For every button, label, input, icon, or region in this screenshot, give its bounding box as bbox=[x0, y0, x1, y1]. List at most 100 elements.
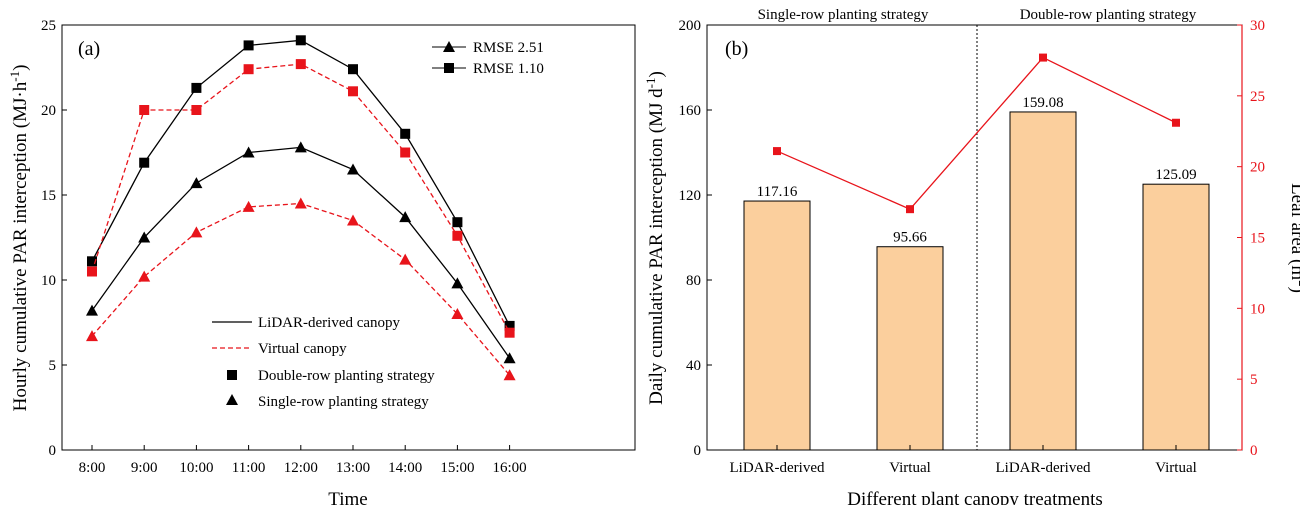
y-tick-label: 0 bbox=[49, 443, 57, 459]
group-label-double: Double-row planting strategy bbox=[1020, 7, 1197, 23]
chart-b: (b) Single-row planting strategy Double-… bbox=[643, 7, 1300, 505]
x-tick-label: Virtual bbox=[889, 460, 931, 476]
data-point-triangle bbox=[399, 211, 412, 223]
leaf-area-line bbox=[776, 56, 1177, 210]
data-point-square bbox=[191, 105, 202, 115]
y-tick-label: 120 bbox=[679, 188, 702, 204]
square-marker-icon bbox=[444, 63, 454, 73]
rmse-label-square: RMSE 1.10 bbox=[473, 61, 544, 77]
bar bbox=[1009, 111, 1077, 451]
y2-tick-label: 20 bbox=[1250, 160, 1265, 176]
data-point-square bbox=[400, 128, 411, 139]
data-point-square bbox=[87, 266, 97, 277]
data-point-triangle bbox=[190, 226, 203, 238]
x-tick-label: 10:00 bbox=[179, 460, 213, 476]
bar-value-label: 159.08 bbox=[1022, 95, 1063, 111]
data-point-triangle bbox=[503, 369, 516, 381]
data-point-square bbox=[295, 35, 306, 46]
legend-a: LiDAR-derived canopy Virtual canopy Doub… bbox=[212, 315, 435, 410]
leaf-area-point bbox=[906, 205, 914, 214]
panel-label-a: (a) bbox=[78, 38, 100, 60]
y-tick-label: 20 bbox=[41, 103, 56, 119]
data-point-square bbox=[243, 64, 254, 75]
x-axis-label-b: Different plant canopy treatments bbox=[847, 489, 1103, 505]
legend-item: LiDAR-derived canopy bbox=[258, 315, 401, 331]
group-label-single: Single-row planting strategy bbox=[758, 7, 929, 23]
bar bbox=[743, 200, 811, 451]
data-point-triangle bbox=[138, 270, 151, 282]
panel-label-b: (b) bbox=[725, 38, 748, 60]
leaf-area-point bbox=[1172, 118, 1180, 127]
data-point-square bbox=[452, 230, 463, 241]
data-point-square bbox=[504, 327, 515, 338]
y-tick-label: 40 bbox=[686, 358, 701, 374]
data-point-triangle bbox=[503, 352, 516, 364]
data-point-square bbox=[504, 320, 515, 331]
bar-value-label: 125.09 bbox=[1155, 167, 1196, 183]
data-point-triangle bbox=[294, 197, 307, 209]
data-point-square bbox=[295, 59, 306, 70]
data-point-square bbox=[348, 64, 358, 75]
data-point-triangle bbox=[86, 330, 98, 342]
chart-a: (a) 0 5 10 15 20 25 8:00 9:00 10:00 11:00 12:00 13… bbox=[7, 18, 636, 505]
data-point-triangle bbox=[347, 163, 359, 175]
x-tick-label: 16:00 bbox=[493, 460, 527, 476]
data-point-triangle bbox=[242, 200, 255, 212]
data-point-triangle bbox=[347, 214, 359, 226]
x-tick-label: 12:00 bbox=[284, 460, 318, 476]
y2-tick-label: 10 bbox=[1250, 301, 1265, 317]
x-tick-label: 14:00 bbox=[388, 460, 422, 476]
data-point-triangle bbox=[294, 141, 307, 153]
bar-value-label: 117.16 bbox=[757, 184, 798, 200]
bar bbox=[1142, 183, 1210, 451]
y-tick-label: 160 bbox=[679, 103, 702, 119]
rmse-legend: RMSE 2.51 RMSE 1.10 bbox=[432, 40, 544, 77]
y-axis-label-a: Hourly cumulative PAR interception (MJ·h… bbox=[7, 65, 32, 412]
legend-item: Virtual canopy bbox=[258, 341, 347, 357]
x-tick-label: Virtual bbox=[1155, 460, 1197, 476]
data-point-triangle bbox=[451, 308, 464, 319]
y2-tick-label: 5 bbox=[1250, 372, 1258, 388]
data-point-triangle bbox=[451, 277, 464, 289]
y-axis-label-b: Daily cumulative PAR interception (MJ d-… bbox=[643, 71, 668, 405]
y-tick-label: 10 bbox=[41, 273, 56, 289]
data-point-triangle bbox=[86, 304, 98, 316]
data-point-triangle bbox=[190, 177, 203, 189]
legend-item: Double-row planting strategy bbox=[258, 368, 435, 384]
x-tick-label: 8:00 bbox=[79, 460, 106, 476]
x-tick-label: LiDAR-derived bbox=[996, 460, 1091, 476]
data-point-square bbox=[191, 82, 202, 93]
triangle-marker-icon bbox=[443, 41, 455, 52]
bar bbox=[876, 246, 944, 451]
y2-tick-label: 0 bbox=[1250, 443, 1258, 459]
data-point-triangle bbox=[138, 231, 151, 243]
y-tick-label: 5 bbox=[49, 358, 57, 374]
data-point-square bbox=[400, 147, 411, 158]
rmse-label-triangle: RMSE 2.51 bbox=[473, 40, 544, 56]
y-tick-label: 200 bbox=[679, 18, 702, 34]
legend-triangle-icon bbox=[226, 394, 238, 405]
y2-tick-label: 15 bbox=[1250, 231, 1265, 247]
data-point-square bbox=[139, 157, 150, 168]
y-tick-label: 15 bbox=[41, 188, 56, 204]
data-point-square bbox=[139, 105, 150, 115]
data-point-triangle bbox=[399, 253, 412, 265]
y2-tick-label: 30 bbox=[1250, 18, 1265, 34]
series-line-0 bbox=[91, 39, 511, 327]
x-tick-label: 11:00 bbox=[232, 460, 266, 476]
x-axis-label-a: Time bbox=[328, 489, 367, 505]
leaf-area-point bbox=[1039, 53, 1047, 62]
legend-square-icon bbox=[227, 370, 237, 380]
leaf-area-point bbox=[773, 147, 781, 156]
data-point-square bbox=[348, 86, 358, 97]
y-tick-label: 80 bbox=[686, 273, 701, 289]
data-point-square bbox=[87, 256, 97, 267]
data-point-square bbox=[452, 217, 463, 228]
y-tick-label: 25 bbox=[41, 18, 56, 34]
y-tick-label: 0 bbox=[694, 443, 702, 459]
y2-axis-label-b: Leaf area (m2) bbox=[1287, 183, 1300, 293]
data-point-square bbox=[243, 40, 254, 51]
y2-tick-label: 25 bbox=[1250, 89, 1265, 105]
plot-frame-a bbox=[61, 24, 636, 451]
data-point-triangle bbox=[242, 146, 255, 158]
